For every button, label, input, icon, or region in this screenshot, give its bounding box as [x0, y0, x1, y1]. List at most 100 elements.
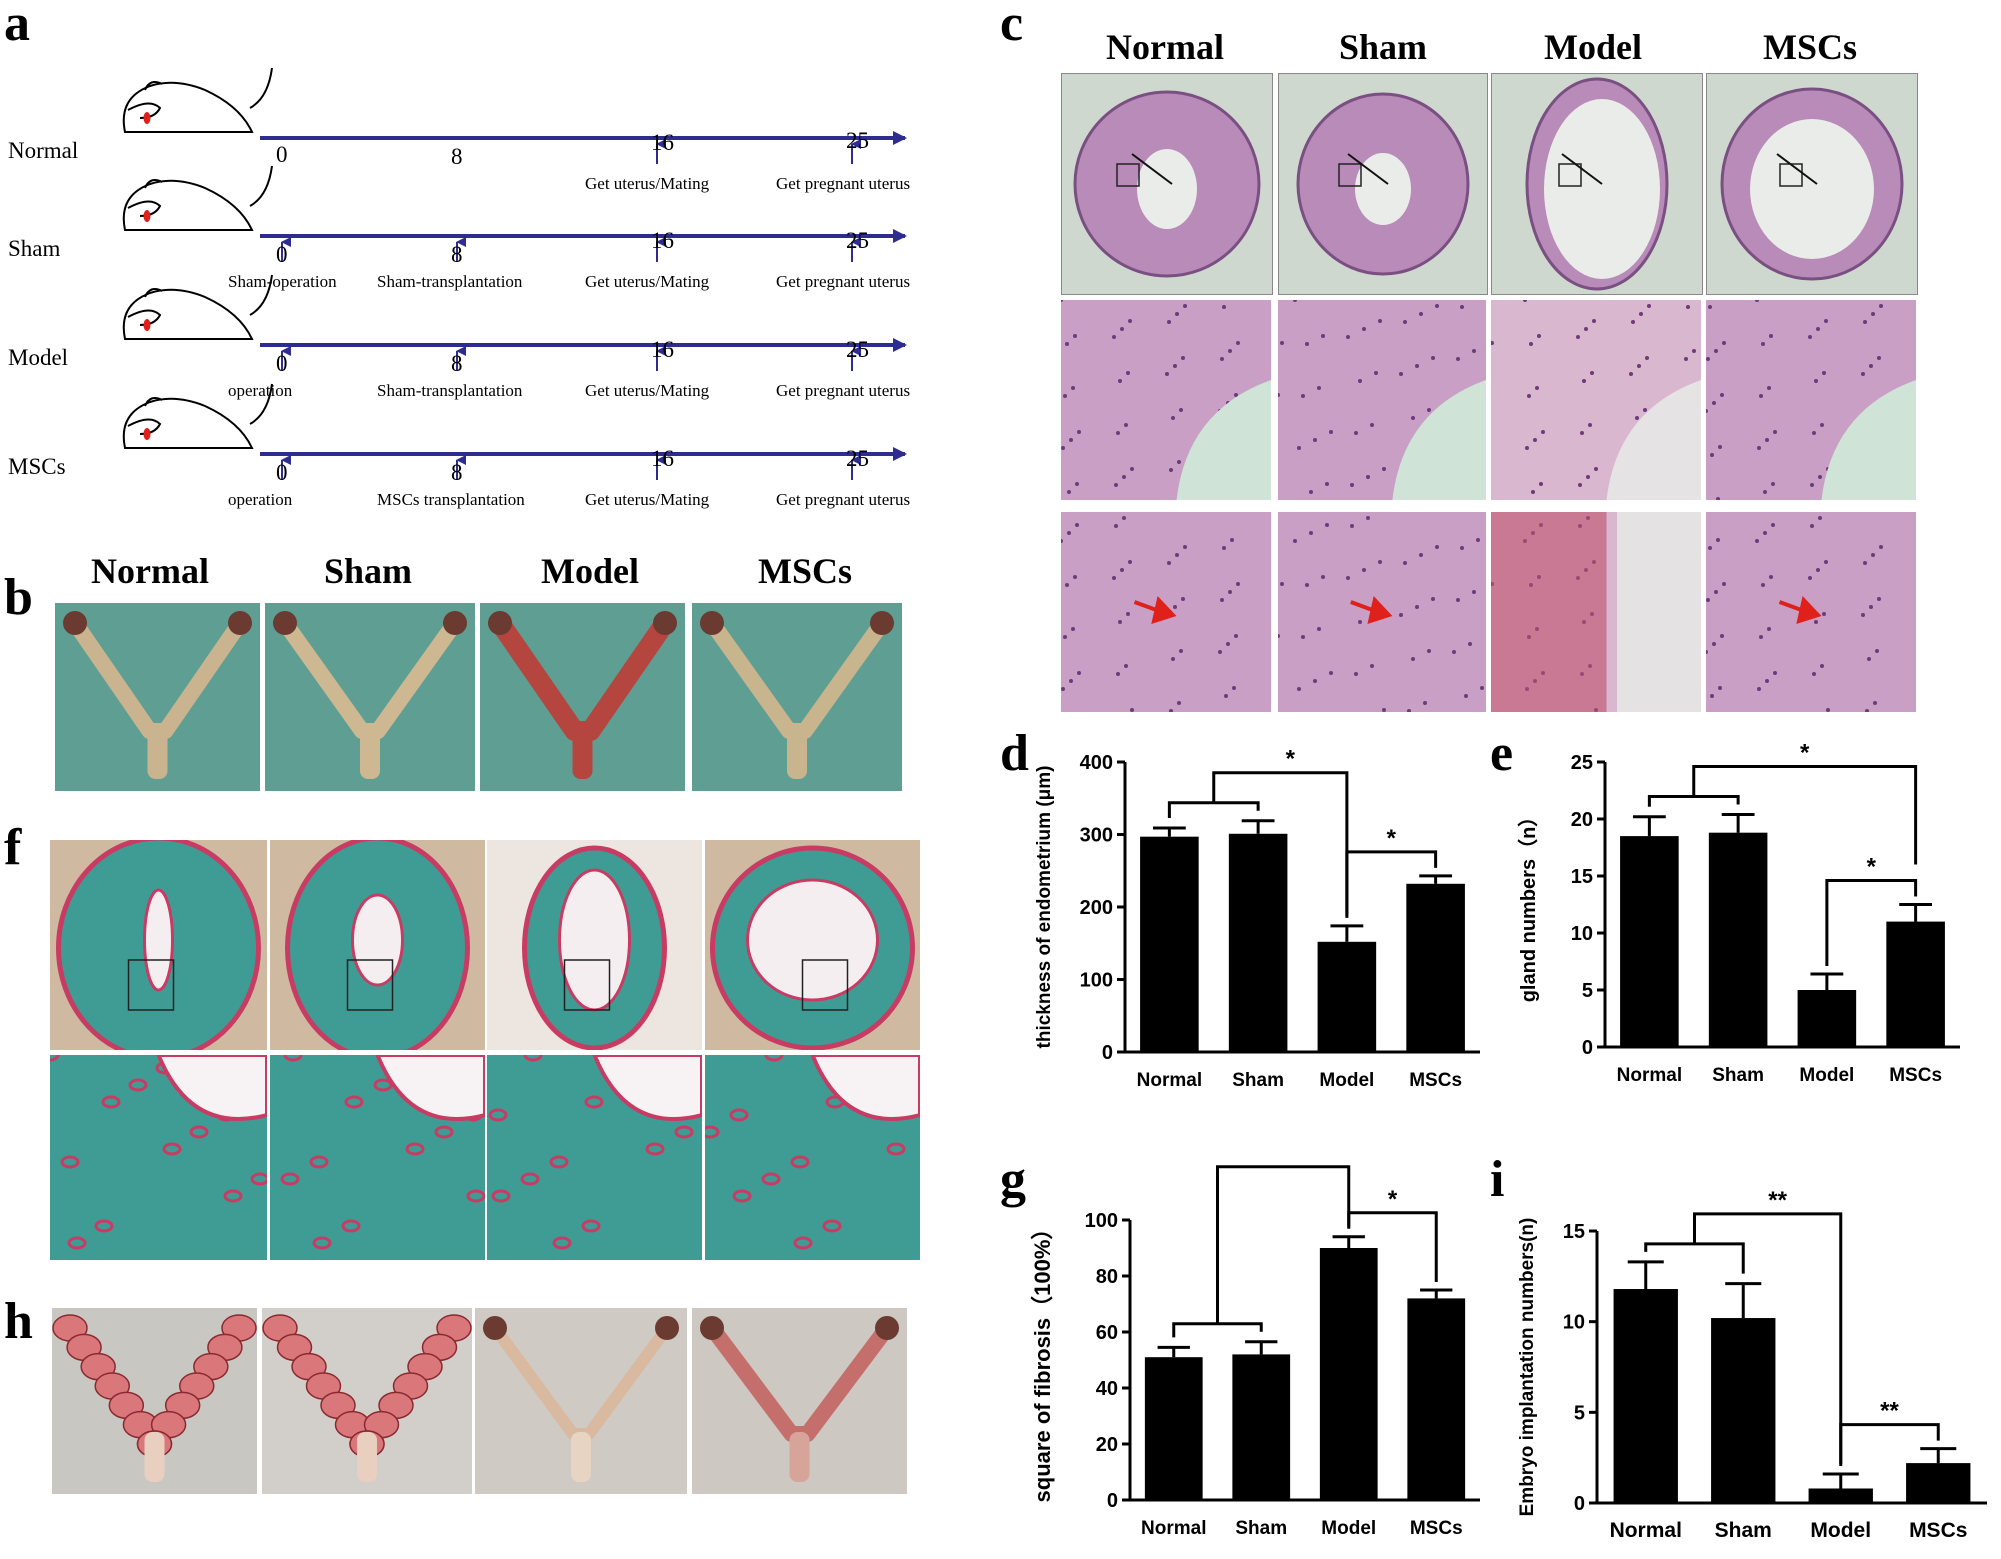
uterus-cross-section: [1720, 87, 1904, 281]
timeline-event-label: Get pregnant uterus: [776, 174, 911, 193]
timeline-event-label: Get uterus/Mating: [585, 490, 710, 509]
bar: [1886, 921, 1945, 1047]
uterus-cross-section: [1073, 90, 1261, 278]
timeline-event-label: Get pregnant uterus: [776, 381, 911, 400]
timeline-diagram: [122, 67, 907, 480]
b-header-sham: Sham: [323, 551, 413, 591]
chart-d-thickness: 0 100 200 300 400 Normal Sham Model MSCs thicknes…: [1034, 746, 1480, 1091]
significance-star: **: [1768, 1187, 1787, 1214]
pregnant-uterus-photo: [475, 1308, 687, 1494]
y-tick-label: 60: [1096, 1322, 1118, 1344]
timeline-event-label: Sham-transplantation: [377, 272, 523, 291]
c-header-model: Model: [1544, 27, 1642, 67]
bar: [1808, 1488, 1873, 1503]
timeline-event-label: Sham-operation: [228, 272, 337, 291]
he-tissue-texture: [1491, 300, 1701, 500]
masson-cross-section: [522, 845, 667, 1050]
significance-star: *: [1800, 740, 1810, 766]
mouse-icon: [122, 383, 273, 449]
y-tick-label: 0: [1582, 1037, 1593, 1059]
bar: [1708, 832, 1768, 1047]
uterus-drawing: [273, 611, 467, 779]
x-tick-label: Sham: [1715, 1519, 1772, 1542]
significance-bracket: [1825, 879, 1918, 967]
y-tick-label: 15: [1563, 1221, 1585, 1243]
uterus-drawing: [63, 611, 252, 779]
timeline-group-name: Normal: [8, 138, 79, 163]
y-tick-label: 5: [1574, 1402, 1585, 1424]
masson-magnified-tile: [705, 1055, 920, 1260]
panel-label-a: a: [4, 0, 30, 52]
timeline-day-label: 8: [451, 144, 463, 169]
x-tick-label: MSCs: [1409, 1070, 1462, 1091]
he-tissue-texture: [1706, 300, 1916, 500]
y-tick-label: 25: [1571, 752, 1593, 774]
masson-cross-section: [56, 840, 261, 1050]
x-tick-label: Normal: [1137, 1070, 1202, 1091]
timeline-day-label: 25: [846, 228, 869, 253]
he-tissue-texture: [1278, 516, 1484, 712]
uterus-drawing: [262, 1314, 472, 1482]
y-axis-label: Embryo implantation numbers(n): [1517, 1218, 1538, 1517]
y-tick-label: 15: [1571, 866, 1593, 888]
significance-bracket: [1167, 771, 1349, 916]
he-magnified-tile: [1706, 512, 1916, 712]
significance-bracket: [1644, 1212, 1843, 1464]
panel-label-c: c: [1000, 0, 1024, 52]
masson-magnified-tile: [270, 1055, 485, 1260]
significance-star: *: [1867, 854, 1877, 881]
timeline-event-label: MSCs transplantation: [377, 490, 525, 509]
bar: [1406, 883, 1465, 1052]
masson-magnified-tile: [487, 1055, 702, 1260]
b-header-normal: Normal: [91, 551, 209, 591]
bar: [1613, 1289, 1678, 1503]
uterus-drawing: [52, 1314, 257, 1482]
y-axis-label: gland numbers（n）: [1517, 807, 1540, 1003]
masson-overview-tile: [487, 840, 702, 1050]
significance-bracket: [1839, 1423, 1940, 1466]
uterus-photo: [480, 603, 685, 791]
he-tissue-texture: [1706, 516, 1883, 712]
y-tick-label: 0: [1102, 1042, 1113, 1064]
c-header-normal: Normal: [1106, 27, 1224, 67]
uterus-drawing: [483, 1316, 679, 1482]
bar: [1906, 1463, 1971, 1503]
pregnant-uterus-photo: [692, 1308, 907, 1494]
y-tick-label: 0: [1107, 1490, 1118, 1512]
bar: [1319, 1248, 1378, 1500]
x-tick-label: MSCs: [1410, 1518, 1463, 1539]
he-overview-tile: [1278, 73, 1488, 295]
bar: [1232, 1354, 1291, 1500]
he-magnified-tile: [1061, 300, 1271, 500]
mouse-icon: [122, 67, 273, 133]
uterus-drawing: [488, 611, 677, 779]
uterus-drawing: [700, 611, 894, 779]
mouse-icon: [122, 274, 273, 340]
significance-star: **: [1880, 1398, 1899, 1425]
masson-magnified-tile: [50, 1055, 267, 1260]
b-header-mscs: MSCs: [757, 551, 852, 591]
timeline-day-label: 25: [846, 446, 869, 471]
y-tick-label: 20: [1571, 809, 1593, 831]
x-tick-label: Model: [1319, 1070, 1374, 1091]
mouse-icon: [122, 165, 273, 231]
masson-cross-section: [285, 840, 470, 1050]
masson-overview-tile: [705, 840, 920, 1050]
timeline-event-label: operation: [228, 381, 293, 400]
timeline-event-label: Sham-transplantation: [377, 381, 523, 400]
y-axis-label: square of fibrosis（100%）: [1030, 1218, 1055, 1503]
timeline-day-label: 25: [846, 128, 869, 153]
bar: [1228, 833, 1288, 1052]
y-tick-label: 200: [1080, 897, 1113, 919]
significance-star: *: [1387, 825, 1397, 852]
chart-g-fibrosis: 0 20 40 60 80 100 Normal Sham Model MSCs square of…: [1030, 1165, 1480, 1539]
uterus-photo: [265, 603, 475, 791]
c-header-mscs: MSCs: [1762, 27, 1857, 67]
x-tick-label: Model: [1321, 1518, 1376, 1539]
y-tick-label: 10: [1563, 1312, 1585, 1334]
y-tick-label: 0: [1574, 1493, 1585, 1515]
pregnant-uterus-photo: [52, 1308, 257, 1494]
bar: [1140, 836, 1199, 1052]
y-tick-label: 80: [1096, 1266, 1118, 1288]
